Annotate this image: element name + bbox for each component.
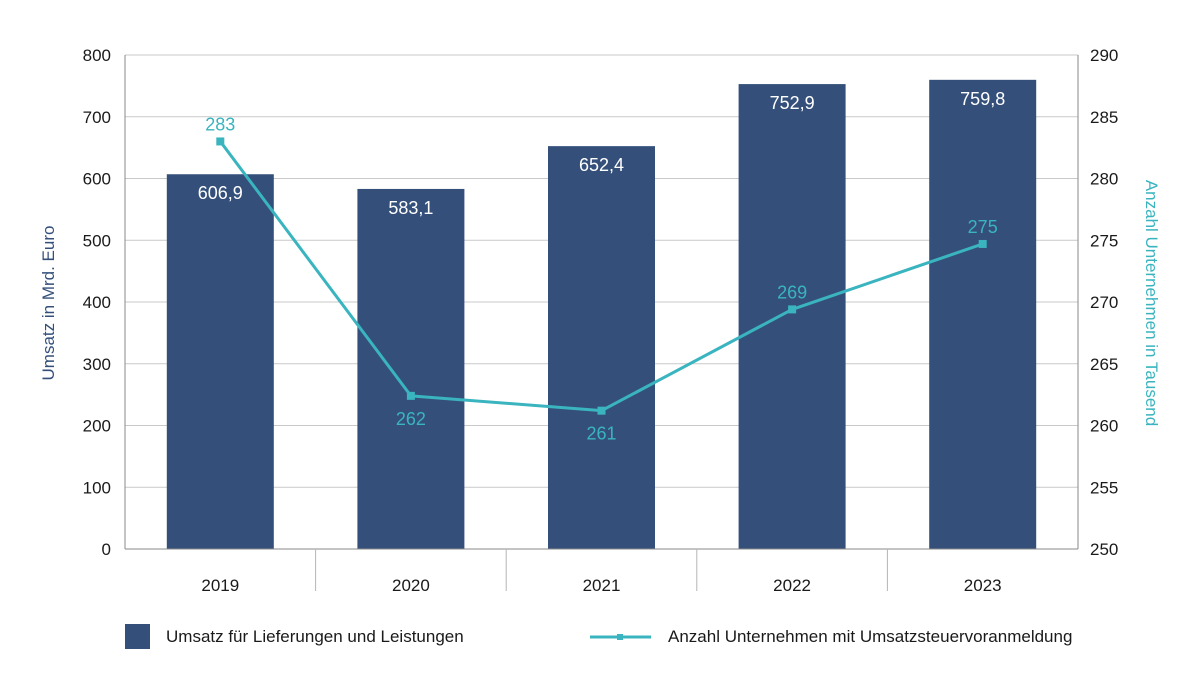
legend-line-label: Anzahl Unternehmen mit Umsatzsteuervoran… [668,627,1072,646]
legend-line-marker [617,634,623,640]
x-tick-label: 2022 [773,576,811,595]
bar [738,84,846,549]
bar-series [166,79,1037,550]
y-left-tick-label: 500 [83,231,111,250]
y-right-tick-label: 270 [1090,293,1118,312]
y-left-tick-label: 700 [83,108,111,127]
line-value-label: 262 [396,409,426,429]
y-right-tick-label: 280 [1090,170,1118,189]
plot-frame [124,55,1079,591]
axes: 0 100 200 300 400 500 600 700 800 250 255 260 265 270… [83,46,1119,595]
line-point [788,305,797,314]
line-point [978,239,987,248]
bar [548,146,655,549]
line-point [597,406,606,415]
bar-value-label: 759,8 [960,89,1005,109]
y-right-axis-title: Anzahl Unternehmen in Tausend [1142,180,1161,426]
line-value-label: 269 [777,282,807,302]
bar-value-label: 583,1 [388,198,433,218]
y-left-tick-label: 800 [83,46,111,65]
line-point [406,391,415,400]
bar [166,174,274,549]
legend: Umsatz für Lieferungen und Leistungen An… [125,624,1072,649]
y-left-tick-label: 300 [83,355,111,374]
bar [357,188,465,550]
bar-value-label: 652,4 [579,155,624,175]
y-right-tick-label: 265 [1090,355,1118,374]
y-right-tick-label: 275 [1090,231,1118,250]
line-value-label: 275 [968,217,998,237]
y-right-tick-label: 255 [1090,478,1118,497]
x-tick-label: 2021 [583,576,621,595]
line-series [216,137,987,415]
y-left-axis-title: Umsatz in Mrd. Euro [39,226,58,381]
bar-value-label: 606,9 [198,183,243,203]
y-left-tick-label: 400 [83,293,111,312]
line-value-label: 261 [586,424,616,444]
x-tick-label: 2023 [964,576,1002,595]
line-value-label: 283 [205,114,235,134]
line-point [216,137,225,146]
x-tick-label: 2019 [201,576,239,595]
y-left-tick-label: 600 [83,170,111,189]
y-left-tick-label: 200 [83,417,111,436]
bar-value-label: 752,9 [770,93,815,113]
legend-bar-label: Umsatz für Lieferungen und Leistungen [166,627,464,646]
y-right-tick-label: 285 [1090,108,1118,127]
bar [929,79,1037,550]
x-tick-label: 2020 [392,576,430,595]
y-left-tick-label: 100 [83,478,111,497]
y-right-tick-label: 250 [1090,540,1118,559]
y-right-tick-label: 290 [1090,46,1118,65]
legend-bar-swatch [125,624,150,649]
y-right-tick-label: 260 [1090,417,1118,436]
y-left-tick-label: 0 [102,540,111,559]
data-labels: 606,9 583,1 652,4 752,9 759,8 283 262 261 269 275 [198,89,1005,444]
